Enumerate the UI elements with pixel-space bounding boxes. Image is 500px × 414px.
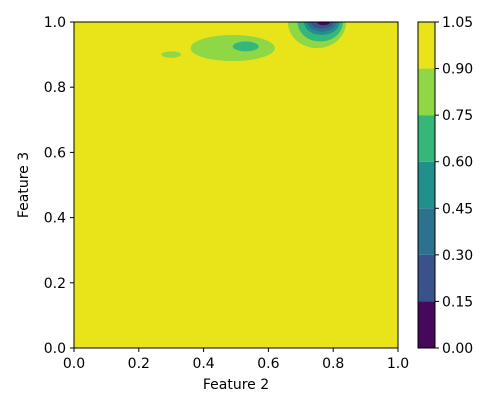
x-axis-label: Feature 2 — [203, 377, 269, 393]
colorbar-band — [418, 254, 435, 302]
colorbar-frame — [417, 21, 436, 349]
x-axis: 0.0 0.2 0.4 0.6 0.8 1.0 — [63, 348, 409, 372]
plot-frame — [73, 21, 399, 349]
colorbar-band — [418, 22, 435, 69]
y-tick-label: 0.0 — [44, 341, 66, 357]
y-tick-label: 0.6 — [44, 145, 66, 161]
contour-regions — [161, 22, 347, 62]
colorbar-tick-label: 1.05 — [442, 15, 473, 31]
x-tick-label: 0.2 — [128, 356, 150, 372]
x-tick-label: 0.0 — [63, 356, 85, 372]
colorbar-tick-label: 0.30 — [442, 248, 473, 264]
contour-region — [161, 51, 181, 58]
contour-region — [190, 35, 275, 62]
colorbar-tick-label: 0.45 — [442, 201, 473, 217]
x-tick-label: 0.4 — [192, 356, 214, 372]
colorbar-tick-label: 0.15 — [442, 294, 473, 310]
x-tick-label: 0.8 — [322, 356, 344, 372]
y-tick-label: 0.2 — [44, 276, 66, 292]
x-tick-label: 1.0 — [387, 356, 409, 372]
colorbar: 0.00 0.15 0.30 0.45 0.60 0.75 0.90 1.05 — [417, 15, 473, 357]
plot-area — [73, 21, 399, 349]
x-tick-label: 0.6 — [257, 356, 279, 372]
colorbar-band — [418, 161, 435, 209]
y-axis-label: Feature 3 — [16, 152, 32, 218]
colorbar-tick-label: 0.60 — [442, 155, 473, 171]
colorbar-tick-label: 0.00 — [442, 341, 473, 357]
y-tick-label: 0.4 — [44, 211, 66, 227]
colorbar-band — [418, 208, 435, 255]
y-axis: 0.0 0.2 0.4 0.6 0.8 1.0 — [44, 15, 74, 357]
contour-background — [74, 22, 398, 348]
colorbar-band — [418, 115, 435, 162]
colorbar-band — [418, 301, 435, 348]
contour-region — [232, 41, 259, 52]
colorbar-tick-label: 0.90 — [442, 62, 473, 78]
y-tick-label: 1.0 — [44, 15, 66, 31]
contour-region — [317, 22, 330, 26]
y-tick-label: 0.8 — [44, 80, 66, 96]
colorbar-band — [418, 68, 435, 116]
colorbar-tick-label: 0.75 — [442, 108, 473, 124]
